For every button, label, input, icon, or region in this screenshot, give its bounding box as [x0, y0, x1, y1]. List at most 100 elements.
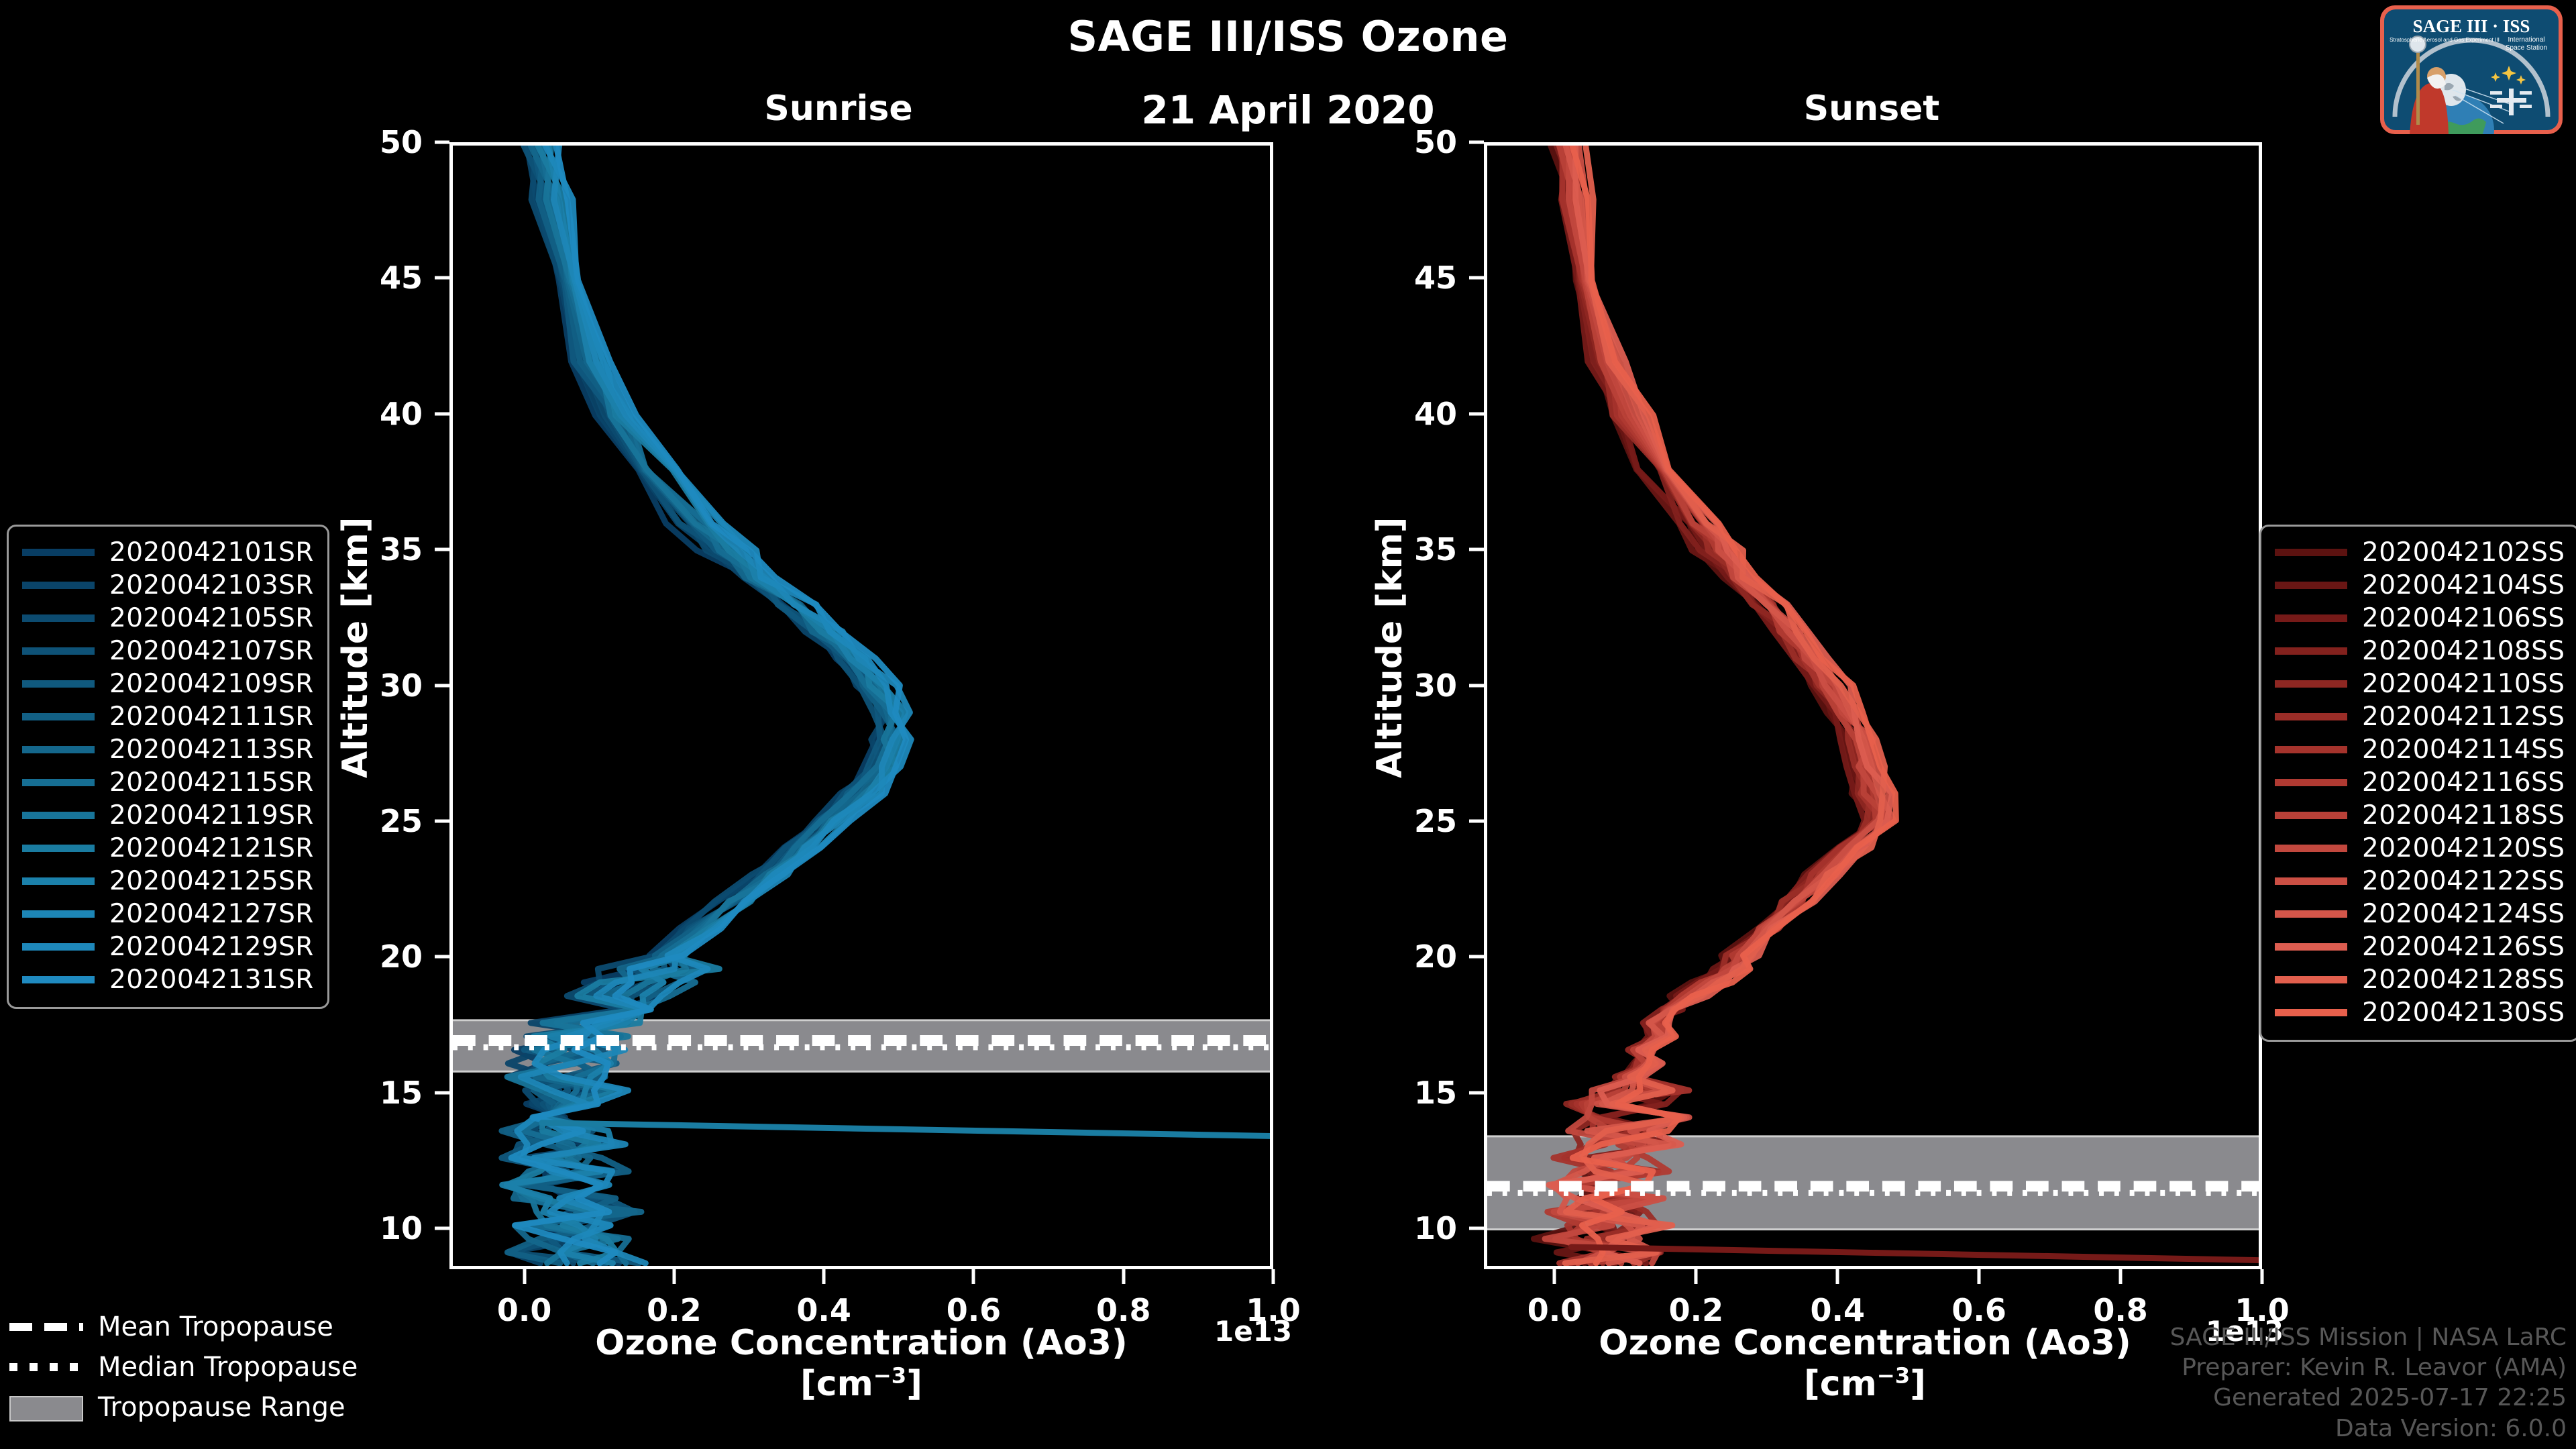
legend-sunset-item[interactable]: 2020042108SS: [2275, 635, 2565, 667]
sunset-plot-area: [1484, 142, 2262, 1269]
legend-sunset-item[interactable]: 2020042102SS: [2275, 536, 2565, 569]
y-tick-mark: [1469, 547, 1484, 551]
legend-sunset-item[interactable]: 2020042126SS: [2275, 930, 2565, 963]
legend-sunrise-item[interactable]: 2020042109SR: [22, 667, 314, 700]
legend-sunrise-label: 2020042115SR: [109, 767, 314, 798]
legend-sunrise-item[interactable]: 2020042113SR: [22, 733, 314, 766]
legend-sunrise-item[interactable]: 2020042127SR: [22, 898, 314, 930]
x-tick-label: 1.0: [2235, 1292, 2290, 1328]
x-tick-label: 0.4: [1810, 1292, 1866, 1328]
logo-iss-line2: Space Station: [2506, 44, 2547, 52]
legend-sunset-item[interactable]: 2020042122SS: [2275, 865, 2565, 898]
legend-sunset-item[interactable]: 2020042124SS: [2275, 898, 2565, 930]
page-title: SAGE III/ISS Ozone: [1067, 12, 1509, 61]
y-tick-mark: [1469, 955, 1484, 959]
legend-sunrise-label: 2020042103SR: [109, 570, 314, 600]
y-tick-mark: [1469, 684, 1484, 688]
x-tick-label: 0.2: [647, 1292, 702, 1328]
legend-color-swatch-icon: [2275, 713, 2347, 720]
legend-sunset-item[interactable]: 2020042128SS: [2275, 963, 2565, 996]
sunset-y-axis-title: Altitude [km]: [1370, 517, 1410, 778]
legend-color-swatch-icon: [2275, 582, 2347, 589]
y-tick-mark: [435, 1226, 449, 1230]
legend-sunset-item[interactable]: 2020042110SS: [2275, 667, 2565, 700]
legend-sunset-label: 2020042110SS: [2362, 669, 2565, 699]
sunset-profile-curves: [1487, 146, 2259, 1266]
legend-color-swatch-icon: [2275, 943, 2347, 951]
x-tick-label: 0.4: [796, 1292, 851, 1328]
legend-sunset-item[interactable]: 2020042120SS: [2275, 832, 2565, 865]
legend-sunset-item[interactable]: 2020042130SS: [2275, 996, 2565, 1029]
y-tick-label: 45: [379, 260, 423, 297]
legend-sunrise-label: 2020042121SR: [109, 833, 314, 863]
legend-sunrise-item[interactable]: 2020042107SR: [22, 635, 314, 667]
legend-sunrise[interactable]: 2020042101SR 2020042103SR 2020042105SR 2020…: [7, 525, 329, 1009]
y-tick-mark: [435, 1091, 449, 1095]
y-tick-label: 40: [379, 395, 423, 432]
panel-title-sunset: Sunset: [1803, 89, 1940, 129]
legend-color-swatch-icon: [22, 614, 95, 622]
x-axis-title-line1-r: Ozone Concentration (Ao3): [1599, 1323, 2131, 1363]
legend-sunset-label: 2020042122SS: [2362, 866, 2565, 896]
legend-sunrise-item[interactable]: 2020042121SR: [22, 832, 314, 865]
legend-sunrise-label: 2020042131SR: [109, 965, 314, 995]
sunset-x-axis-exponent: 1e13: [2206, 1315, 2284, 1348]
sunrise-plot-area: [449, 142, 1273, 1269]
legend-sunrise-item[interactable]: 2020042115SR: [22, 766, 314, 799]
legend-sunset-item[interactable]: 2020042106SS: [2275, 602, 2565, 635]
legend-color-swatch-icon: [22, 779, 95, 786]
median-tropopause-label: Median Tropopause: [98, 1352, 358, 1383]
legend-sunrise-label: 2020042127SR: [109, 899, 314, 929]
legend-sunrise-item[interactable]: 2020042103SR: [22, 569, 314, 602]
legend-color-swatch-icon: [22, 910, 95, 918]
legend-color-swatch-icon: [2275, 845, 2347, 852]
legend-sunset-item[interactable]: 2020042118SS: [2275, 799, 2565, 832]
legend-sunrise-item[interactable]: 2020042129SR: [22, 930, 314, 963]
legend-sunrise-item[interactable]: 2020042111SR: [22, 700, 314, 733]
credits-line-4: Data Version: 6.0.0: [2335, 1414, 2567, 1442]
x-tick-label: 0.6: [946, 1292, 1002, 1328]
legend-sunset[interactable]: 2020042102SS 2020042104SS 2020042106SS 2020…: [2259, 525, 2576, 1042]
legend-sunset-label: 2020042120SS: [2362, 833, 2565, 863]
legend-color-swatch-icon: [2275, 746, 2347, 753]
legend-sunrise-item[interactable]: 2020042105SR: [22, 602, 314, 635]
sage-iii-iss-logo: SAGE III · ISS Stratospheric Aerosol and…: [2377, 4, 2565, 136]
y-tick-label: 50: [1413, 124, 1457, 160]
legend-color-swatch-icon: [2275, 614, 2347, 622]
x-tick-mark: [1835, 1269, 1839, 1284]
legend-sunrise-label: 2020042101SR: [109, 537, 314, 568]
y-tick-mark: [1469, 819, 1484, 823]
y-tick-label: 25: [379, 803, 423, 840]
x-tick-mark: [1122, 1269, 1126, 1284]
y-tick-mark: [1469, 140, 1484, 144]
y-tick-label: 50: [379, 124, 423, 160]
legend-sunset-item[interactable]: 2020042104SS: [2275, 569, 2565, 602]
legend-sunrise-item[interactable]: 2020042131SR: [22, 963, 314, 996]
legend-sunrise-item[interactable]: 2020042119SR: [22, 799, 314, 832]
y-tick-label: 40: [1413, 395, 1457, 432]
legend-sunrise-label: 2020042125SR: [109, 866, 314, 896]
legend-color-swatch-icon: [2275, 1009, 2347, 1016]
legend-color-swatch-icon: [22, 549, 95, 556]
y-tick-mark: [1469, 276, 1484, 280]
legend-sunset-label: 2020042102SS: [2362, 537, 2565, 568]
legend-sunrise-label: 2020042109SR: [109, 669, 314, 699]
sunrise-profile-curves: [453, 146, 1270, 1266]
legend-color-swatch-icon: [2275, 812, 2347, 819]
x-tick-mark: [971, 1269, 975, 1284]
x-tick-mark: [2260, 1269, 2264, 1284]
x-tick-mark: [822, 1269, 826, 1284]
legend-sunrise-item[interactable]: 2020042125SR: [22, 865, 314, 898]
legend-sunset-item[interactable]: 2020042112SS: [2275, 700, 2565, 733]
tropopause-range-swatch-icon: [9, 1396, 83, 1421]
legend-sunset-item[interactable]: 2020042114SS: [2275, 733, 2565, 766]
legend-sunrise-item[interactable]: 2020042101SR: [22, 536, 314, 569]
y-tick-label: 35: [1413, 531, 1457, 568]
y-tick-mark: [435, 140, 449, 144]
legend-color-swatch-icon: [22, 845, 95, 852]
legend-sunrise-label: 2020042111SR: [109, 702, 314, 732]
legend-sunset-item[interactable]: 2020042116SS: [2275, 766, 2565, 799]
y-tick-label: 30: [1413, 667, 1457, 704]
y-tick-mark: [435, 412, 449, 416]
legend-color-swatch-icon: [2275, 976, 2347, 983]
